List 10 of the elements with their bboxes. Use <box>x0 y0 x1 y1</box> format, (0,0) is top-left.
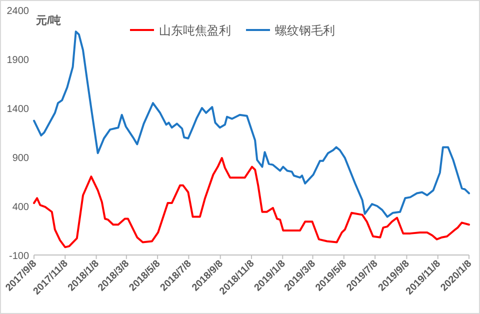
line-series <box>33 156 470 248</box>
y-tick-label: 1400 <box>6 104 30 115</box>
y-tick-label: -100 <box>8 251 30 262</box>
y-tick-label: 2400 <box>6 6 30 17</box>
legend-label: 山东吨焦盈利 <box>159 24 231 38</box>
y-tick-label: 1900 <box>6 55 30 66</box>
y-tick-label: 400 <box>12 202 30 213</box>
y-tick-label: 900 <box>12 153 30 164</box>
y-axis-title: 元/吨 <box>35 14 62 27</box>
legend-label: 螺纹钢毛利 <box>275 24 335 38</box>
